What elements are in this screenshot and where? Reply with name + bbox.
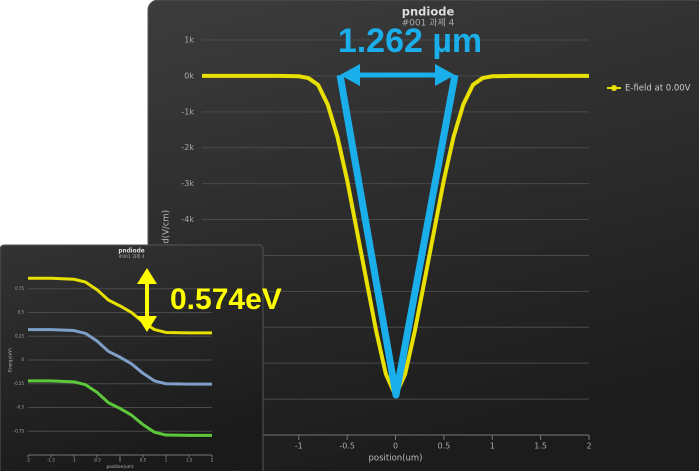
x-tick-label: -0.5 [93, 458, 101, 463]
y-tick-label: 0.75 [15, 286, 24, 291]
y-tick-label: 0.25 [15, 333, 24, 338]
x-tick-label: 1 [165, 458, 168, 463]
chart-title: pndiode [402, 5, 455, 19]
y-tick-label: 1k [184, 36, 194, 45]
x-tick-label: 0 [393, 442, 398, 451]
annotation: 0.574eV [170, 283, 282, 316]
x-tick-label: -1.5 [47, 458, 55, 463]
series-line [28, 379, 212, 437]
y-tick-label: -4k [181, 215, 194, 224]
y-tick-label: -0.5 [16, 405, 24, 410]
y-tick-label: -0.75 [14, 428, 25, 433]
y-tick-label: 0k [184, 71, 194, 80]
chart-subtitle: #001 과제 4 [402, 18, 455, 29]
x-tick-label: 0.5 [140, 458, 147, 463]
y-tick-label: -3k [181, 179, 194, 188]
x-tick-label: 1.5 [186, 458, 193, 463]
x-tick-label: 1 [490, 442, 495, 451]
annotation-shape [336, 74, 459, 399]
x-axis-label: position(um) [107, 464, 134, 470]
y-tick-label: -0.25 [14, 381, 25, 386]
x-tick-label: 2 [586, 442, 591, 451]
annotation: 1.262 µm [338, 22, 482, 60]
x-tick-label: -1 [72, 458, 76, 463]
annotation-arrowhead [340, 64, 360, 86]
annotation-arrowhead [435, 64, 455, 86]
y-tick-label: 0.5 [18, 310, 25, 315]
y-axis-label: Energy(eV) [8, 348, 14, 372]
annotation-arrowhead [137, 268, 157, 284]
chart-title: pndiode [118, 249, 144, 255]
x-tick-label: -0.5 [339, 442, 355, 451]
x-axis-label: position(um) [369, 454, 423, 464]
y-tick-label: -2k [181, 143, 194, 152]
x-tick-label: -2 [26, 458, 30, 463]
y-tick-label: 0 [21, 357, 24, 362]
chart-background [0, 244, 264, 471]
y-axis-label: E-field(V/cm) [162, 210, 172, 265]
legend-label: E-field at 0.00V [625, 84, 691, 94]
y-tick-label: -1k [181, 107, 194, 116]
series-line [28, 328, 212, 386]
chart-subtitle: #001 과제 4 [118, 253, 145, 260]
series-line [28, 276, 212, 335]
x-tick-label: 1.5 [534, 442, 547, 451]
x-tick-label: 0 [119, 458, 122, 463]
annotation-arrowhead [137, 316, 157, 332]
x-tick-label: 2 [211, 458, 214, 463]
chart-panel: pndiode#001 과제 4 0.75 0.5 0.25 0 -0.25 -0.5 -0.… [0, 244, 264, 471]
x-tick-label: -1 [295, 442, 303, 451]
legend-marker [611, 85, 617, 91]
x-tick-label: 0.5 [438, 442, 451, 451]
